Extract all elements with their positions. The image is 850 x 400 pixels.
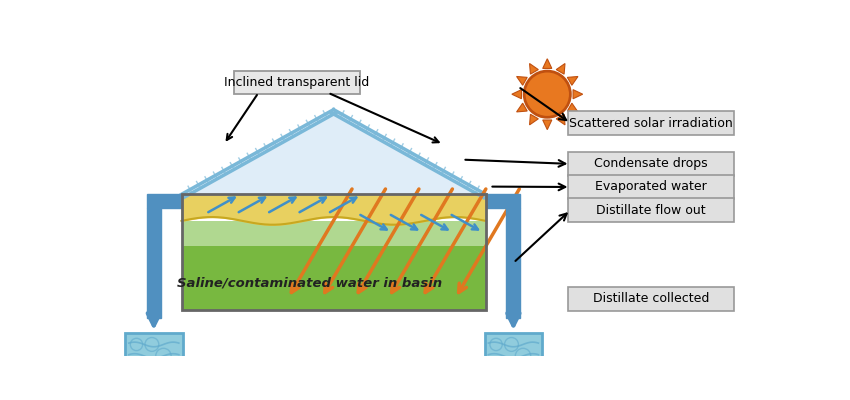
FancyBboxPatch shape: [484, 333, 542, 387]
FancyBboxPatch shape: [568, 198, 734, 222]
Polygon shape: [512, 90, 522, 99]
Bar: [182, 246, 485, 310]
Text: Saline/contaminated water in basin: Saline/contaminated water in basin: [177, 276, 442, 289]
Bar: [485, 194, 520, 208]
Polygon shape: [573, 90, 583, 99]
Polygon shape: [556, 114, 565, 125]
Polygon shape: [530, 64, 538, 74]
Text: Scattered solar irradiation: Scattered solar irradiation: [570, 116, 733, 130]
Polygon shape: [530, 114, 538, 125]
Polygon shape: [517, 76, 527, 85]
FancyBboxPatch shape: [568, 152, 734, 176]
Polygon shape: [543, 120, 552, 130]
FancyBboxPatch shape: [234, 71, 360, 94]
FancyBboxPatch shape: [568, 175, 734, 199]
Bar: [147, 194, 182, 208]
Text: Evaporated water: Evaporated water: [595, 180, 707, 194]
Polygon shape: [517, 103, 527, 112]
Circle shape: [524, 71, 570, 117]
Text: Condensate drops: Condensate drops: [594, 157, 708, 170]
Polygon shape: [567, 76, 578, 85]
Bar: [147, 208, 161, 318]
Bar: [182, 221, 485, 246]
Text: Inclined transparent lid: Inclined transparent lid: [224, 76, 370, 89]
Polygon shape: [556, 64, 565, 74]
FancyBboxPatch shape: [568, 111, 734, 135]
Bar: [182, 194, 485, 310]
FancyBboxPatch shape: [125, 333, 183, 387]
Polygon shape: [543, 59, 552, 68]
Polygon shape: [567, 103, 578, 112]
Text: Distillate collected: Distillate collected: [593, 292, 710, 305]
FancyBboxPatch shape: [568, 287, 734, 310]
Bar: [507, 208, 520, 318]
Text: Distillate flow out: Distillate flow out: [597, 204, 706, 216]
Polygon shape: [182, 110, 485, 194]
